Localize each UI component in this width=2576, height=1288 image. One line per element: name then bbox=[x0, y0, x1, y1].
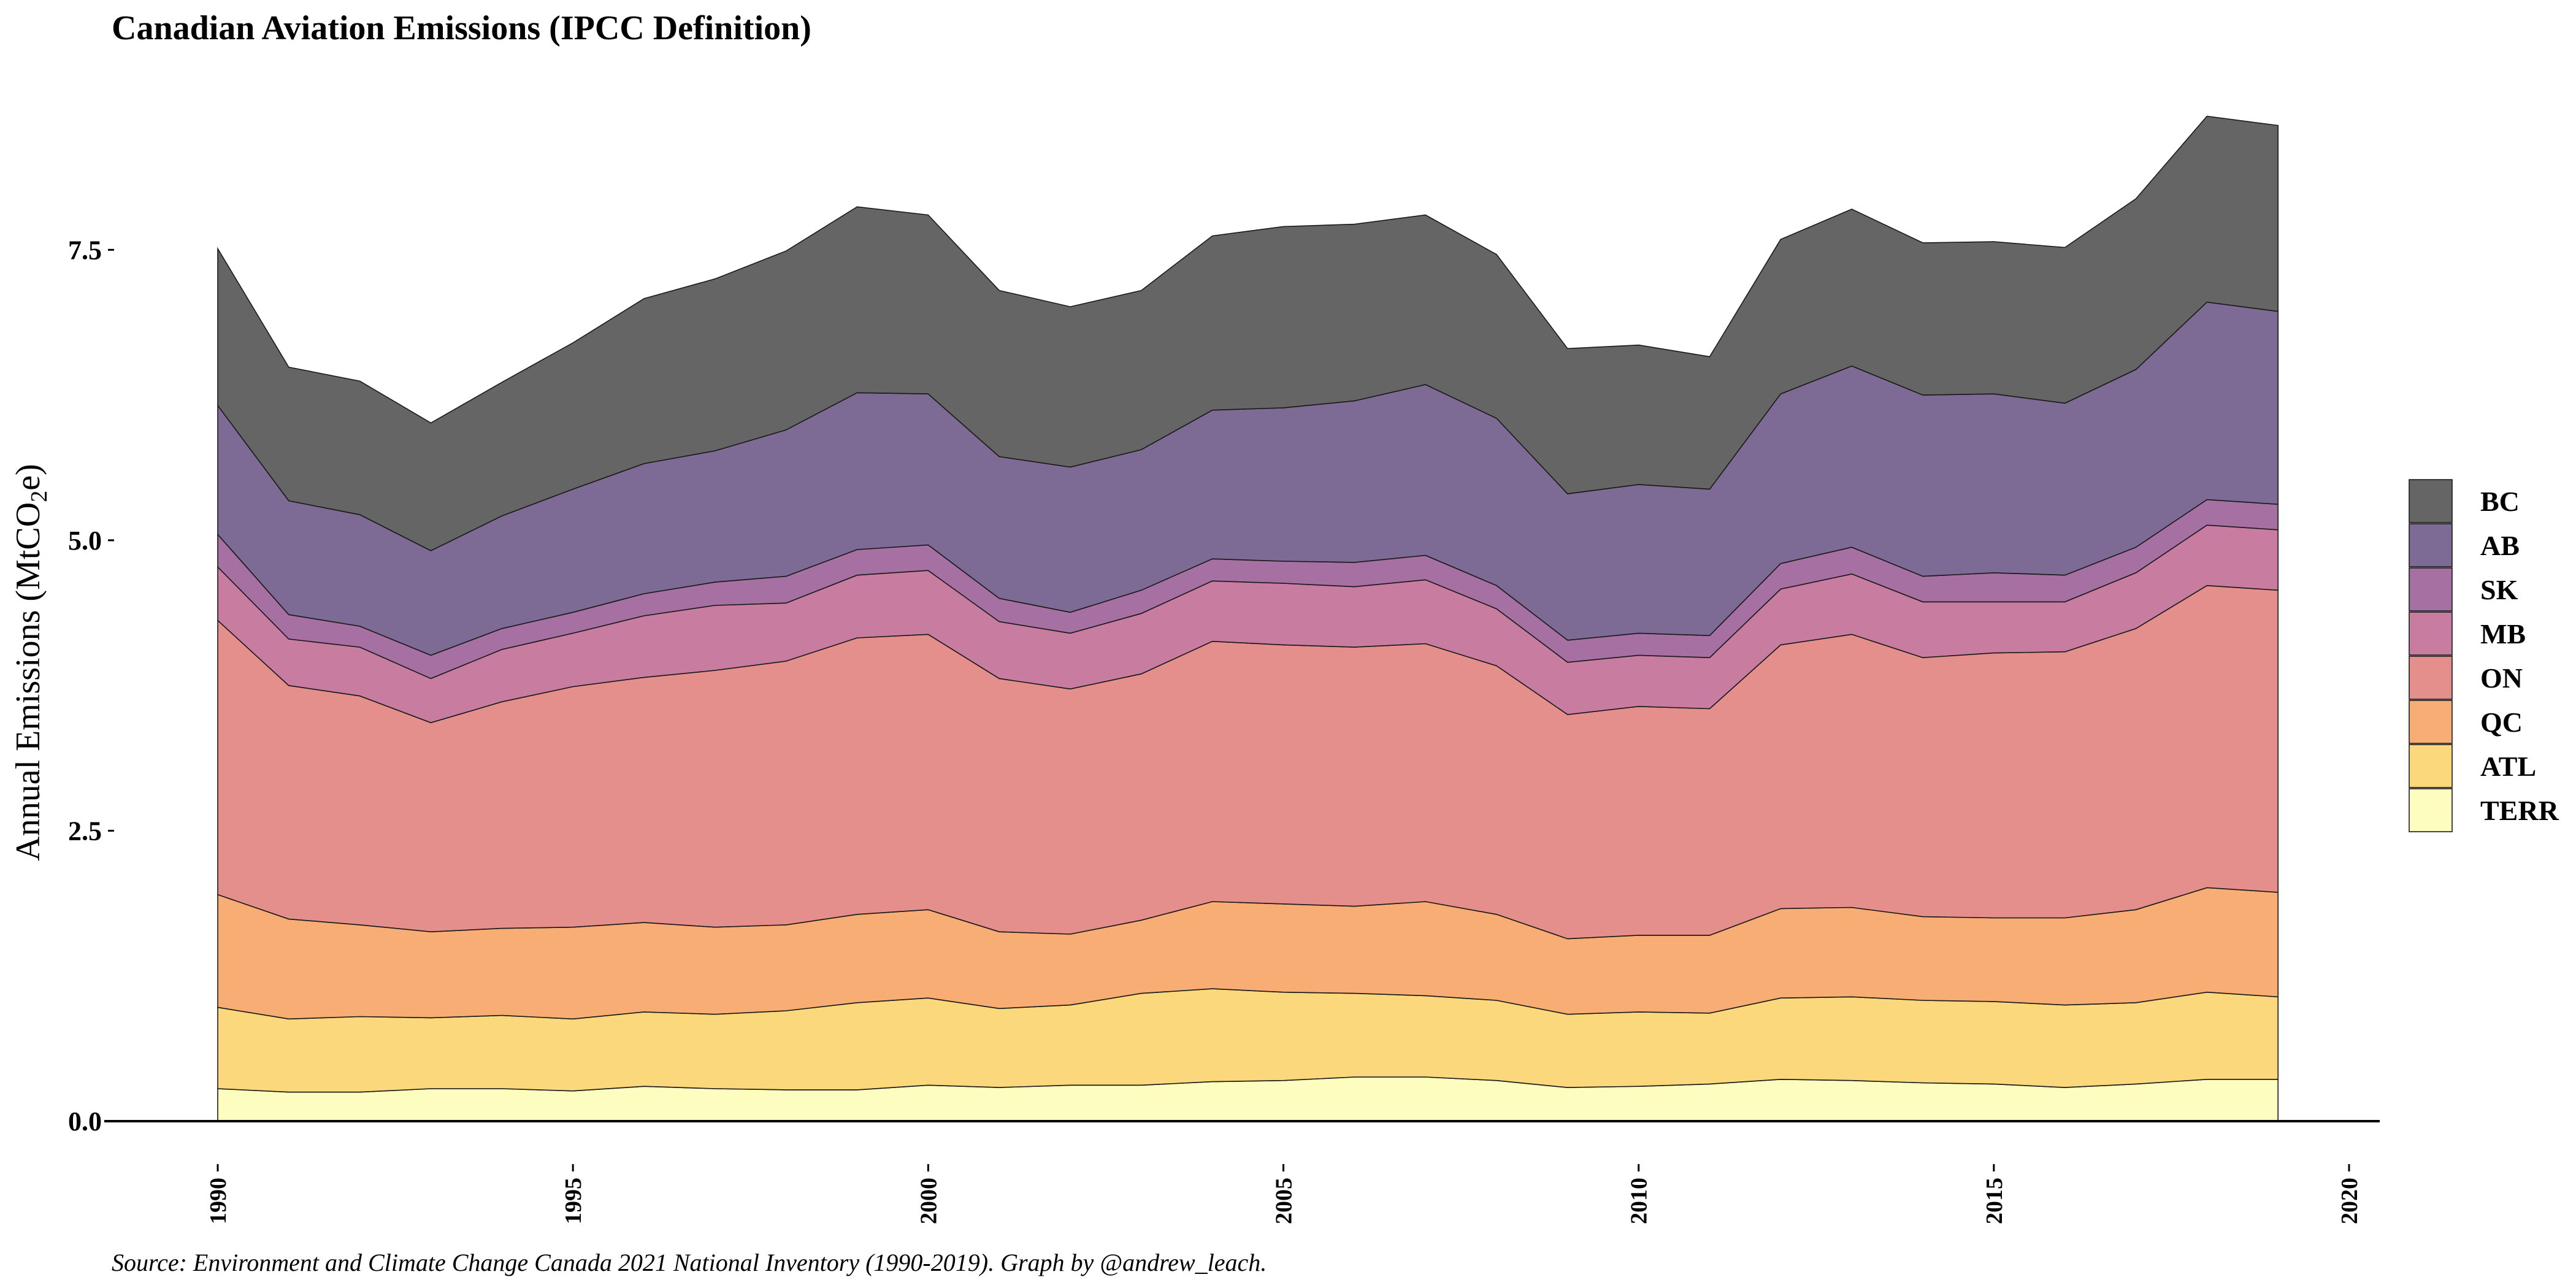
x-tick-label: 2005 bbox=[1271, 1178, 1297, 1224]
x-tick-label: 1995 bbox=[561, 1178, 586, 1224]
legend-label-on: ON bbox=[2480, 662, 2523, 694]
legend-key-mb bbox=[2409, 611, 2453, 656]
legend-label-atl: ATL bbox=[2480, 751, 2536, 782]
area-bc bbox=[217, 115, 2279, 551]
x-tick-label: 2020 bbox=[2337, 1178, 2363, 1224]
legend-key-atl bbox=[2409, 744, 2453, 788]
legend-key-sk bbox=[2409, 567, 2453, 611]
legend-label-qc: QC bbox=[2480, 707, 2523, 738]
legend-label-terr: TERR bbox=[2480, 795, 2559, 826]
legend-label-bc: BC bbox=[2480, 486, 2520, 517]
chart-title: Canadian Aviation Emissions (IPCC Defini… bbox=[112, 9, 811, 47]
x-tick-label: 2015 bbox=[1982, 1178, 2007, 1224]
legend: BC AB SK MB ON QC ATL TERR bbox=[2409, 479, 2559, 832]
x-tick-label: 1990 bbox=[205, 1178, 231, 1224]
area-layers bbox=[217, 115, 2279, 1122]
y-tick-label: 0.0 bbox=[68, 1106, 102, 1137]
y-axis-label: Annual Emissions (MtCO2e) bbox=[9, 464, 52, 861]
y-tick-label: 7.5 bbox=[68, 235, 102, 265]
chart-caption: Source: Environment and Climate Change C… bbox=[112, 1249, 1267, 1276]
legend-key-terr bbox=[2409, 788, 2453, 832]
legend-key-on bbox=[2409, 656, 2453, 700]
y-tick-label: 2.5 bbox=[68, 816, 102, 846]
y-tick-label: 5.0 bbox=[68, 526, 102, 556]
x-axis-ticks: 1990 1995 2000 2005 2010 2015 2020 bbox=[205, 1164, 2363, 1224]
legend-key-bc bbox=[2409, 479, 2453, 523]
legend-key-ab bbox=[2409, 523, 2453, 567]
legend-label-sk: SK bbox=[2480, 574, 2518, 605]
legend-key-qc bbox=[2409, 700, 2453, 744]
legend-label-ab: AB bbox=[2480, 530, 2520, 561]
x-tick-label: 2010 bbox=[1627, 1178, 1652, 1224]
x-tick-label: 2000 bbox=[916, 1178, 941, 1224]
legend-label-mb: MB bbox=[2480, 618, 2526, 650]
y-axis-ticks: 0.0 2.5 5.0 7.5 bbox=[68, 235, 114, 1137]
